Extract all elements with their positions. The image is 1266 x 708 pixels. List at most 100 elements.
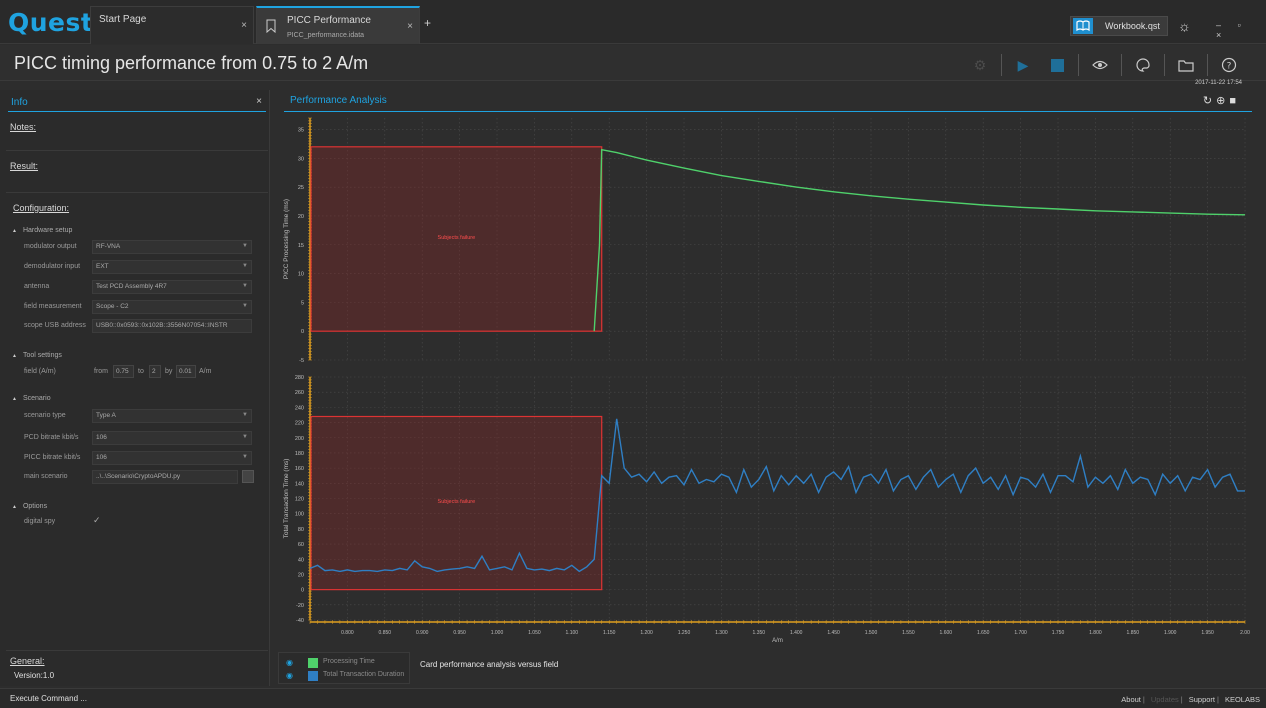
bookmark-icon <box>266 19 276 33</box>
analysis-panel-header: Performance Analysis ↻⊕■ <box>284 90 1252 112</box>
pcd-bitrate-label: PCD bitrate kbit/s <box>24 434 79 441</box>
x-tick-label: 1.150 <box>603 630 616 636</box>
field-from-input[interactable]: 0.75 <box>113 365 134 378</box>
field-to-input[interactable]: 2 <box>149 365 161 378</box>
x-tick-label: 1.850 <box>1127 630 1140 636</box>
y-axis-label: Total Transaction Time (ms) <box>283 459 290 539</box>
select-value: Type A <box>96 412 116 419</box>
book-icon <box>1073 18 1093 34</box>
scenario-heading[interactable]: Scenario <box>12 395 51 402</box>
demodulator-input-label: demodulator input <box>24 263 81 270</box>
tab-picc-performance[interactable]: PICC Performance PICC_performance.idata … <box>256 6 420 44</box>
help-icon[interactable]: ? <box>1212 55 1246 75</box>
modulator-output-select[interactable]: RF-VNA ▼ <box>92 240 252 254</box>
antenna-select[interactable]: Test PCD Assembly 4R7 ▼ <box>92 280 252 294</box>
pcd-bitrate-select[interactable]: 106 ▼ <box>92 431 252 445</box>
info-panel: Info × Notes: Result: Configuration: Har… <box>0 90 270 686</box>
eye-icon[interactable]: ◉ <box>286 671 293 680</box>
legend-item-processing-time[interactable]: ◉ Processing Time <box>283 657 411 669</box>
x-tick-label: 0.850 <box>379 630 392 636</box>
tab-close-icon[interactable]: × <box>241 20 247 31</box>
page-title: PICC timing performance from 0.75 to 2 A… <box>14 53 369 73</box>
result-label[interactable]: Result: <box>10 161 39 171</box>
browse-button[interactable] <box>242 470 254 483</box>
legend-label: Total Transaction Duration <box>323 671 405 678</box>
select-value: Test PCD Assembly 4R7 <box>96 283 167 290</box>
field-measurement-select[interactable]: Scope - C2 ▼ <box>92 300 252 314</box>
add-tab-button[interactable]: + <box>424 16 432 30</box>
scenario-type-select[interactable]: Type A ▼ <box>92 409 252 423</box>
demodulator-input-select[interactable]: EXT ▼ <box>92 260 252 274</box>
options-heading[interactable]: Options <box>12 503 47 510</box>
svg-text:?: ? <box>1227 62 1232 72</box>
x-tick-label: 1.900 <box>1164 630 1177 636</box>
chevron-down-icon: ▼ <box>242 243 248 249</box>
x-tick-label: 1.100 <box>566 630 579 636</box>
fit-icon[interactable]: ⊕ <box>1216 95 1230 107</box>
toolbar: ⚙ ▶ ? <box>963 54 1246 76</box>
chart-toolbar: ↻⊕■ <box>1203 94 1240 107</box>
y-tick-label: 20 <box>298 572 304 578</box>
execute-command-button[interactable]: Execute Command ... <box>10 694 87 703</box>
about-link[interactable]: About <box>1121 695 1141 704</box>
title-bar: PICC timing performance from 0.75 to 2 A… <box>0 45 1266 81</box>
main-scenario-label: main scenario <box>24 473 68 480</box>
select-value: Scope - C2 <box>96 303 129 310</box>
legend-item-total-transaction[interactable]: ◉ Total Transaction Duration <box>283 670 411 682</box>
hardware-setup-heading[interactable]: Hardware setup <box>12 227 72 234</box>
toolbar-divider <box>1078 54 1079 76</box>
tab-close-icon[interactable]: × <box>407 21 413 32</box>
stop-icon[interactable] <box>1040 55 1074 75</box>
folder-icon[interactable] <box>1169 55 1203 75</box>
settings-gear-icon[interactable]: ⚙ <box>973 56 987 73</box>
palette-icon[interactable] <box>1126 55 1160 75</box>
picc-bitrate-select[interactable]: 106 ▼ <box>92 451 252 465</box>
updates-link[interactable]: Updates <box>1150 695 1179 704</box>
x-tick-label: 1.600 <box>940 630 953 636</box>
field-label: field (A/m) <box>24 368 56 375</box>
tool-settings-heading[interactable]: Tool settings <box>12 352 62 359</box>
input-value: ..\..\Scenario\CryptoAPDU.py <box>96 473 181 480</box>
theme-toggle-icon[interactable]: ☼ <box>1178 18 1191 34</box>
digital-spy-checkbox[interactable]: ✓ <box>93 515 101 525</box>
workbook-label: Workbook.qst <box>1105 21 1160 31</box>
play-icon[interactable]: ▶ <box>1017 56 1029 73</box>
field-step-input[interactable]: 0.01 <box>176 365 196 378</box>
scenario-type-label: scenario type <box>24 412 66 419</box>
x-tick-label: 1.500 <box>865 630 878 636</box>
notes-label[interactable]: Notes: <box>10 122 37 132</box>
y-tick-label: -40 <box>296 618 304 624</box>
x-axis-label: A/m <box>772 638 783 644</box>
workbook-button[interactable]: Workbook.qst <box>1070 16 1168 36</box>
support-link[interactable]: Support <box>1188 695 1216 704</box>
failure-region <box>310 146 603 332</box>
close-icon[interactable]: × <box>256 96 262 107</box>
legend-swatch <box>308 658 318 668</box>
chevron-down-icon: ▼ <box>242 283 248 289</box>
input-value: USB0::0x0593::0x102B::3556N07054::INSTR <box>96 322 228 329</box>
chart-legend: ◉ Processing Time ◉ Total Transaction Du… <box>278 652 410 684</box>
x-tick-label: 1.650 <box>977 630 990 636</box>
field-measurement-label: field measurement <box>24 303 82 310</box>
y-tick-label: 260 <box>295 390 304 396</box>
main-scenario-input[interactable]: ..\..\Scenario\CryptoAPDU.py <box>92 470 238 484</box>
window-controls[interactable]: – ▫ × <box>1216 20 1248 40</box>
performance-chart[interactable]: -5 0 5 10 15 20 25 30 35 PICC Processing Time (ms… <box>278 112 1254 652</box>
y-tick-label: 60 <box>298 542 304 548</box>
x-tick-label: 1.950 <box>1201 630 1214 636</box>
x-tick-label: 0.950 <box>453 630 466 636</box>
x-tick-label: 1.250 <box>678 630 691 636</box>
eye-icon[interactable] <box>1083 55 1117 75</box>
x-tick-label: 0.800 <box>341 630 354 636</box>
scope-usb-address-input[interactable]: USB0::0x0593::0x102B::3556N07054::INSTR <box>92 319 252 333</box>
y-tick-label: 200 <box>295 436 304 442</box>
eye-icon[interactable]: ◉ <box>286 658 293 667</box>
refresh-icon[interactable]: ↻ <box>1202 95 1217 107</box>
toolbar-divider <box>1121 54 1122 76</box>
x-tick-label: 1.400 <box>790 630 803 636</box>
camera-icon[interactable]: ■ <box>1229 95 1240 107</box>
chevron-down-icon: ▼ <box>242 263 248 269</box>
tab-start-page[interactable]: Start Page × <box>90 6 254 44</box>
to-label: to <box>138 368 144 375</box>
unit-label: A/m <box>199 368 212 375</box>
